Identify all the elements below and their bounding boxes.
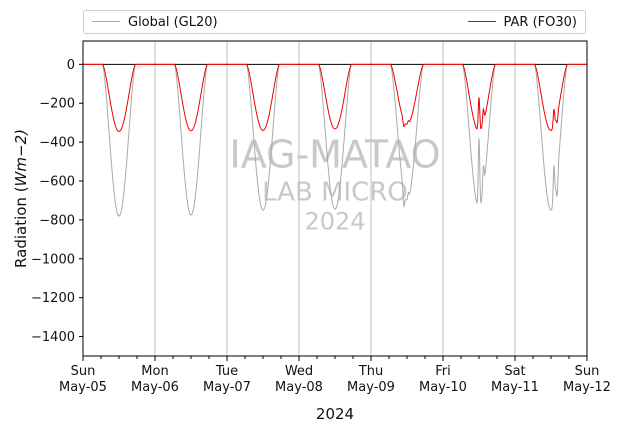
- x-tick-day-label: Wed: [285, 364, 313, 379]
- x-tick-day-label: Fri: [435, 364, 451, 379]
- y-tick-label: −400: [39, 136, 75, 151]
- x-tick-date-label: May-09: [347, 380, 395, 395]
- legend-label-par: PAR (FO30): [503, 15, 577, 30]
- series-line-par: [83, 63, 587, 132]
- x-axis-title: 2024: [316, 405, 354, 423]
- legend-swatch-global: [92, 21, 120, 22]
- y-axis-title: Radiation (Wm−2): [12, 129, 30, 268]
- legend-entry-par: PAR (FO30): [467, 15, 577, 30]
- x-tick-date-label: May-10: [419, 380, 467, 395]
- watermark-line-1: IAG-MATAO: [229, 132, 440, 176]
- x-tick-day-label: Thu: [358, 364, 383, 379]
- legend-entry-global: Global (GL20): [92, 15, 218, 30]
- legend-swatch-par: [467, 21, 496, 22]
- y-tick-label: −1200: [31, 291, 75, 306]
- x-tick-date-label: May-12: [563, 380, 611, 395]
- x-tick-date-label: May-08: [275, 380, 323, 395]
- y-tick-label: −600: [39, 175, 75, 190]
- watermark-line-2: LAB MICRO: [262, 177, 408, 207]
- x-tick-day-label: Sun: [575, 364, 600, 379]
- x-tick-date-label: May-06: [131, 380, 179, 395]
- x-tick-date-label: May-11: [491, 380, 539, 395]
- watermark-line-3: 2024: [304, 208, 365, 236]
- legend-label-global: Global (GL20): [128, 15, 218, 30]
- y-tick-label: −800: [39, 213, 75, 228]
- chart-legend: Global (GL20) PAR (FO30): [83, 10, 586, 34]
- y-tick-label: −200: [39, 97, 75, 112]
- x-tick-day-label: Sat: [504, 364, 525, 379]
- x-tick-date-label: May-07: [203, 380, 251, 395]
- x-tick-day-label: Tue: [215, 364, 238, 379]
- x-tick-day-label: Mon: [141, 364, 168, 379]
- y-tick-label: −1000: [31, 252, 75, 267]
- x-tick-day-label: Sun: [71, 364, 96, 379]
- y-tick-label: 0: [67, 58, 75, 73]
- x-tick-date-label: May-05: [59, 380, 107, 395]
- y-tick-label: −1400: [31, 330, 75, 345]
